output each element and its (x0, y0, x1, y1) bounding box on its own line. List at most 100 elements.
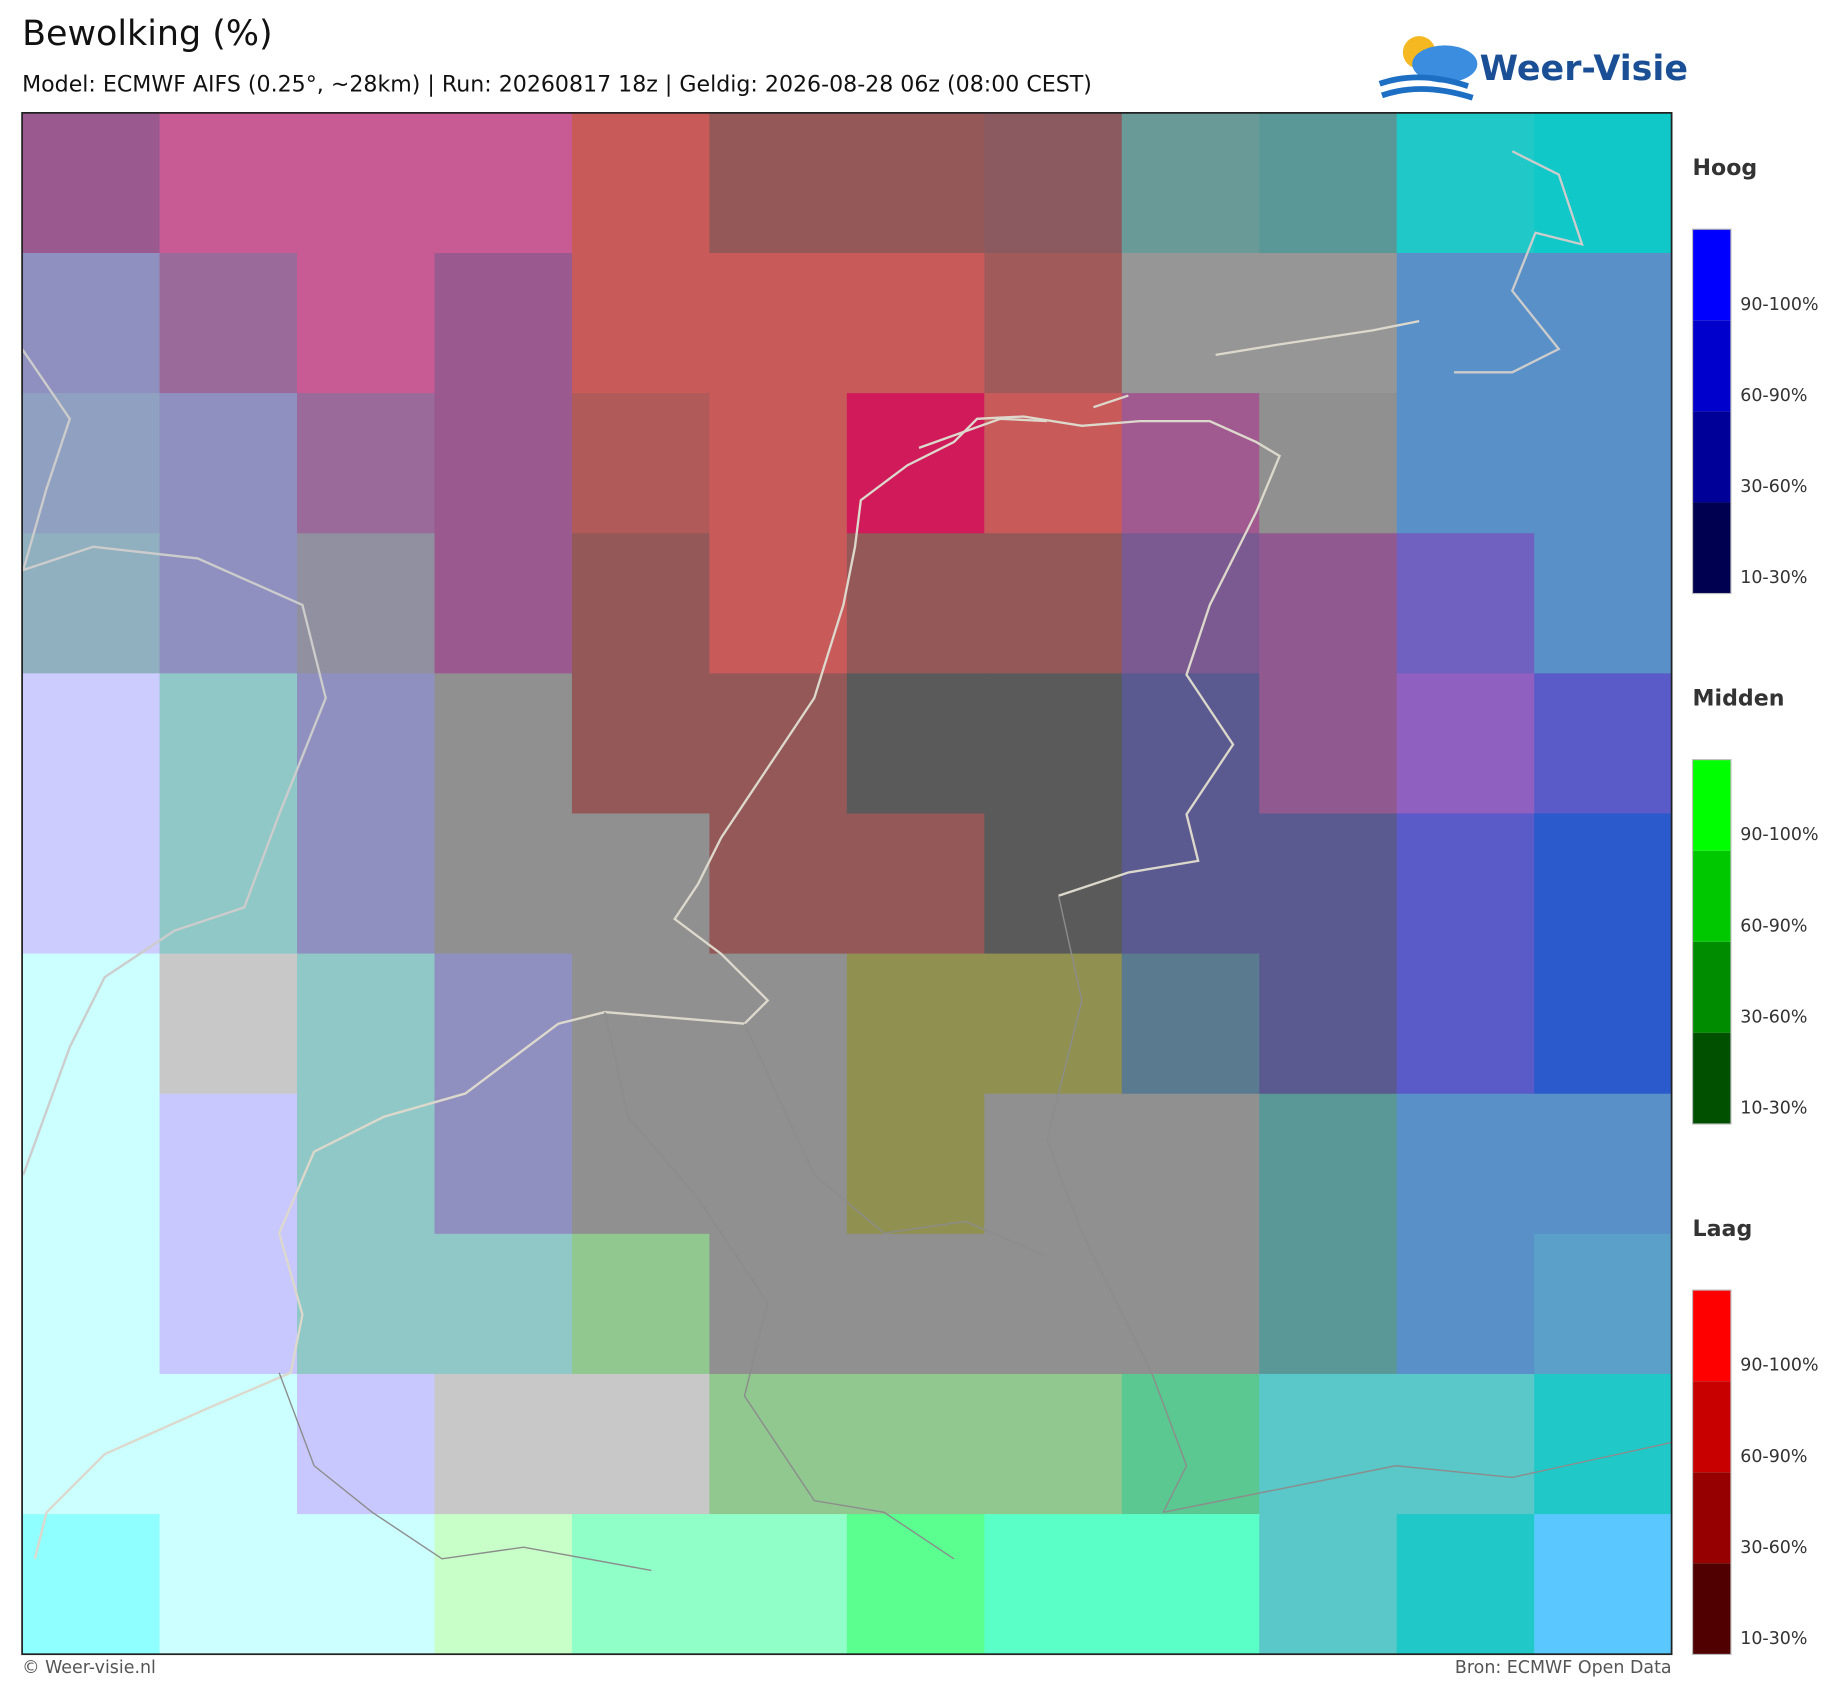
cloud-cell (709, 1514, 848, 1655)
cloud-cell (434, 813, 573, 955)
legend-swatch (1692, 850, 1731, 942)
cloud-cell (1259, 953, 1398, 1095)
legend-swatch (1692, 502, 1731, 594)
cloud-cell (297, 112, 436, 254)
legend-label: 90-100% (1740, 1356, 1818, 1376)
cloud-cell (709, 1373, 848, 1515)
cloud-cell (1121, 813, 1260, 955)
cloud-cell (1259, 112, 1398, 254)
cloud-cell (297, 1233, 436, 1375)
cloud-cell (709, 393, 848, 534)
cloud-cell (1396, 1233, 1535, 1375)
cloud-cell (571, 1373, 710, 1515)
cloud-cell (984, 1514, 1123, 1655)
cloud-cell (984, 1233, 1123, 1375)
cloud-cell (1259, 252, 1398, 394)
legend-label: 10-30% (1740, 1099, 1807, 1119)
cloud-cell (1534, 1233, 1673, 1375)
legend-label: 30-60% (1740, 1007, 1807, 1027)
cloud-cell (1259, 393, 1398, 534)
legend-label: 60-90% (1740, 916, 1807, 936)
cloud-cell (434, 1514, 573, 1655)
cloud-cell (1259, 1093, 1398, 1235)
cloud-cell (984, 1373, 1123, 1515)
cloud-cell (846, 1514, 985, 1655)
legend-swatch (1692, 320, 1731, 412)
title: Bewolking (%) (22, 14, 273, 54)
legend-title: Hoog (1693, 155, 1758, 181)
cloud-cell (297, 252, 436, 394)
cloud-cell (846, 813, 985, 955)
cloud-cell (434, 1373, 573, 1515)
coast-other (21, 150, 1584, 1176)
cloud-cell (159, 1373, 298, 1515)
cloud-cell (846, 953, 985, 1095)
cloud-cell (709, 533, 848, 674)
cloud-cell (297, 1514, 436, 1655)
cloud-cell (1121, 533, 1260, 674)
cloud-cell (1396, 533, 1535, 674)
cloud-cell (1534, 252, 1673, 394)
cloud-cell (159, 533, 298, 674)
cloud-cell (1121, 1093, 1260, 1235)
legend-label: 10-30% (1740, 1629, 1807, 1649)
cloud-cell (434, 1233, 573, 1375)
footer-left: © Weer-visie.nl (22, 1658, 156, 1678)
cloud-cell (571, 112, 710, 254)
cloud-cell (984, 393, 1123, 534)
cloud-cell (1396, 673, 1535, 815)
legend-swatch (1692, 1032, 1731, 1124)
inner-borders (278, 895, 1672, 1572)
cloud-cell (297, 673, 436, 815)
cloud-cell (846, 1233, 985, 1375)
cloud-cell (1534, 112, 1673, 254)
logo: Weer-Visie (1378, 36, 1688, 101)
cloud-cell (1396, 393, 1535, 534)
cloud-cell (159, 252, 298, 394)
cloud-cell (22, 1514, 161, 1655)
cloud-cell (297, 1093, 436, 1235)
cloud-cell (297, 393, 436, 534)
cloud-cell (1121, 1233, 1260, 1375)
legend-swatch (1692, 941, 1731, 1033)
cloud-cell (297, 533, 436, 674)
legend-swatch (1692, 411, 1731, 503)
logo-text: Weer-Visie (1480, 49, 1688, 89)
cloud-cell (709, 1233, 848, 1375)
cloud-cell (709, 673, 848, 815)
cloud-cell (846, 1093, 985, 1235)
footer-right: Bron: ECMWF Open Data (1455, 1658, 1672, 1678)
cloud-cell (571, 1093, 710, 1235)
cloud-cell (22, 252, 161, 394)
cloud-cell (1396, 953, 1535, 1095)
cloud-cell (1396, 252, 1535, 394)
legend-swatch (1692, 1381, 1731, 1473)
cloud-cell (434, 533, 573, 674)
cloud-cell (1259, 813, 1398, 955)
cloud-cell (1396, 1373, 1535, 1515)
logo-cloud (1412, 45, 1478, 83)
cloud-cell (434, 112, 573, 254)
cloud-cell (1534, 813, 1673, 955)
cloud-cell (1259, 673, 1398, 815)
cloud-cell (571, 813, 710, 955)
subtitle: Model: ECMWF AIFS (0.25°, ~28km) | Run: … (22, 71, 1092, 97)
cloud-cell (22, 813, 161, 955)
cloud-cell (984, 813, 1123, 955)
cloud-cell (846, 1373, 985, 1515)
cloud-cell (434, 953, 573, 1095)
cloud-cell (709, 112, 848, 254)
cloud-cell (846, 112, 985, 254)
legend-label: 30-60% (1740, 1538, 1807, 1558)
legend: Hoog 90-100% 60-90% 30-60% 10-30% Midden 90-10… (1691, 155, 1819, 1656)
cloud-cell (1534, 1093, 1673, 1235)
cloud-cell (1121, 673, 1260, 815)
legend-frame (1691, 759, 1732, 1125)
cloud-cell (297, 813, 436, 955)
cloud-cell (434, 393, 573, 534)
cloud-cell (1396, 112, 1535, 254)
region-lines (278, 895, 1672, 1572)
cloud-cell (1396, 813, 1535, 955)
